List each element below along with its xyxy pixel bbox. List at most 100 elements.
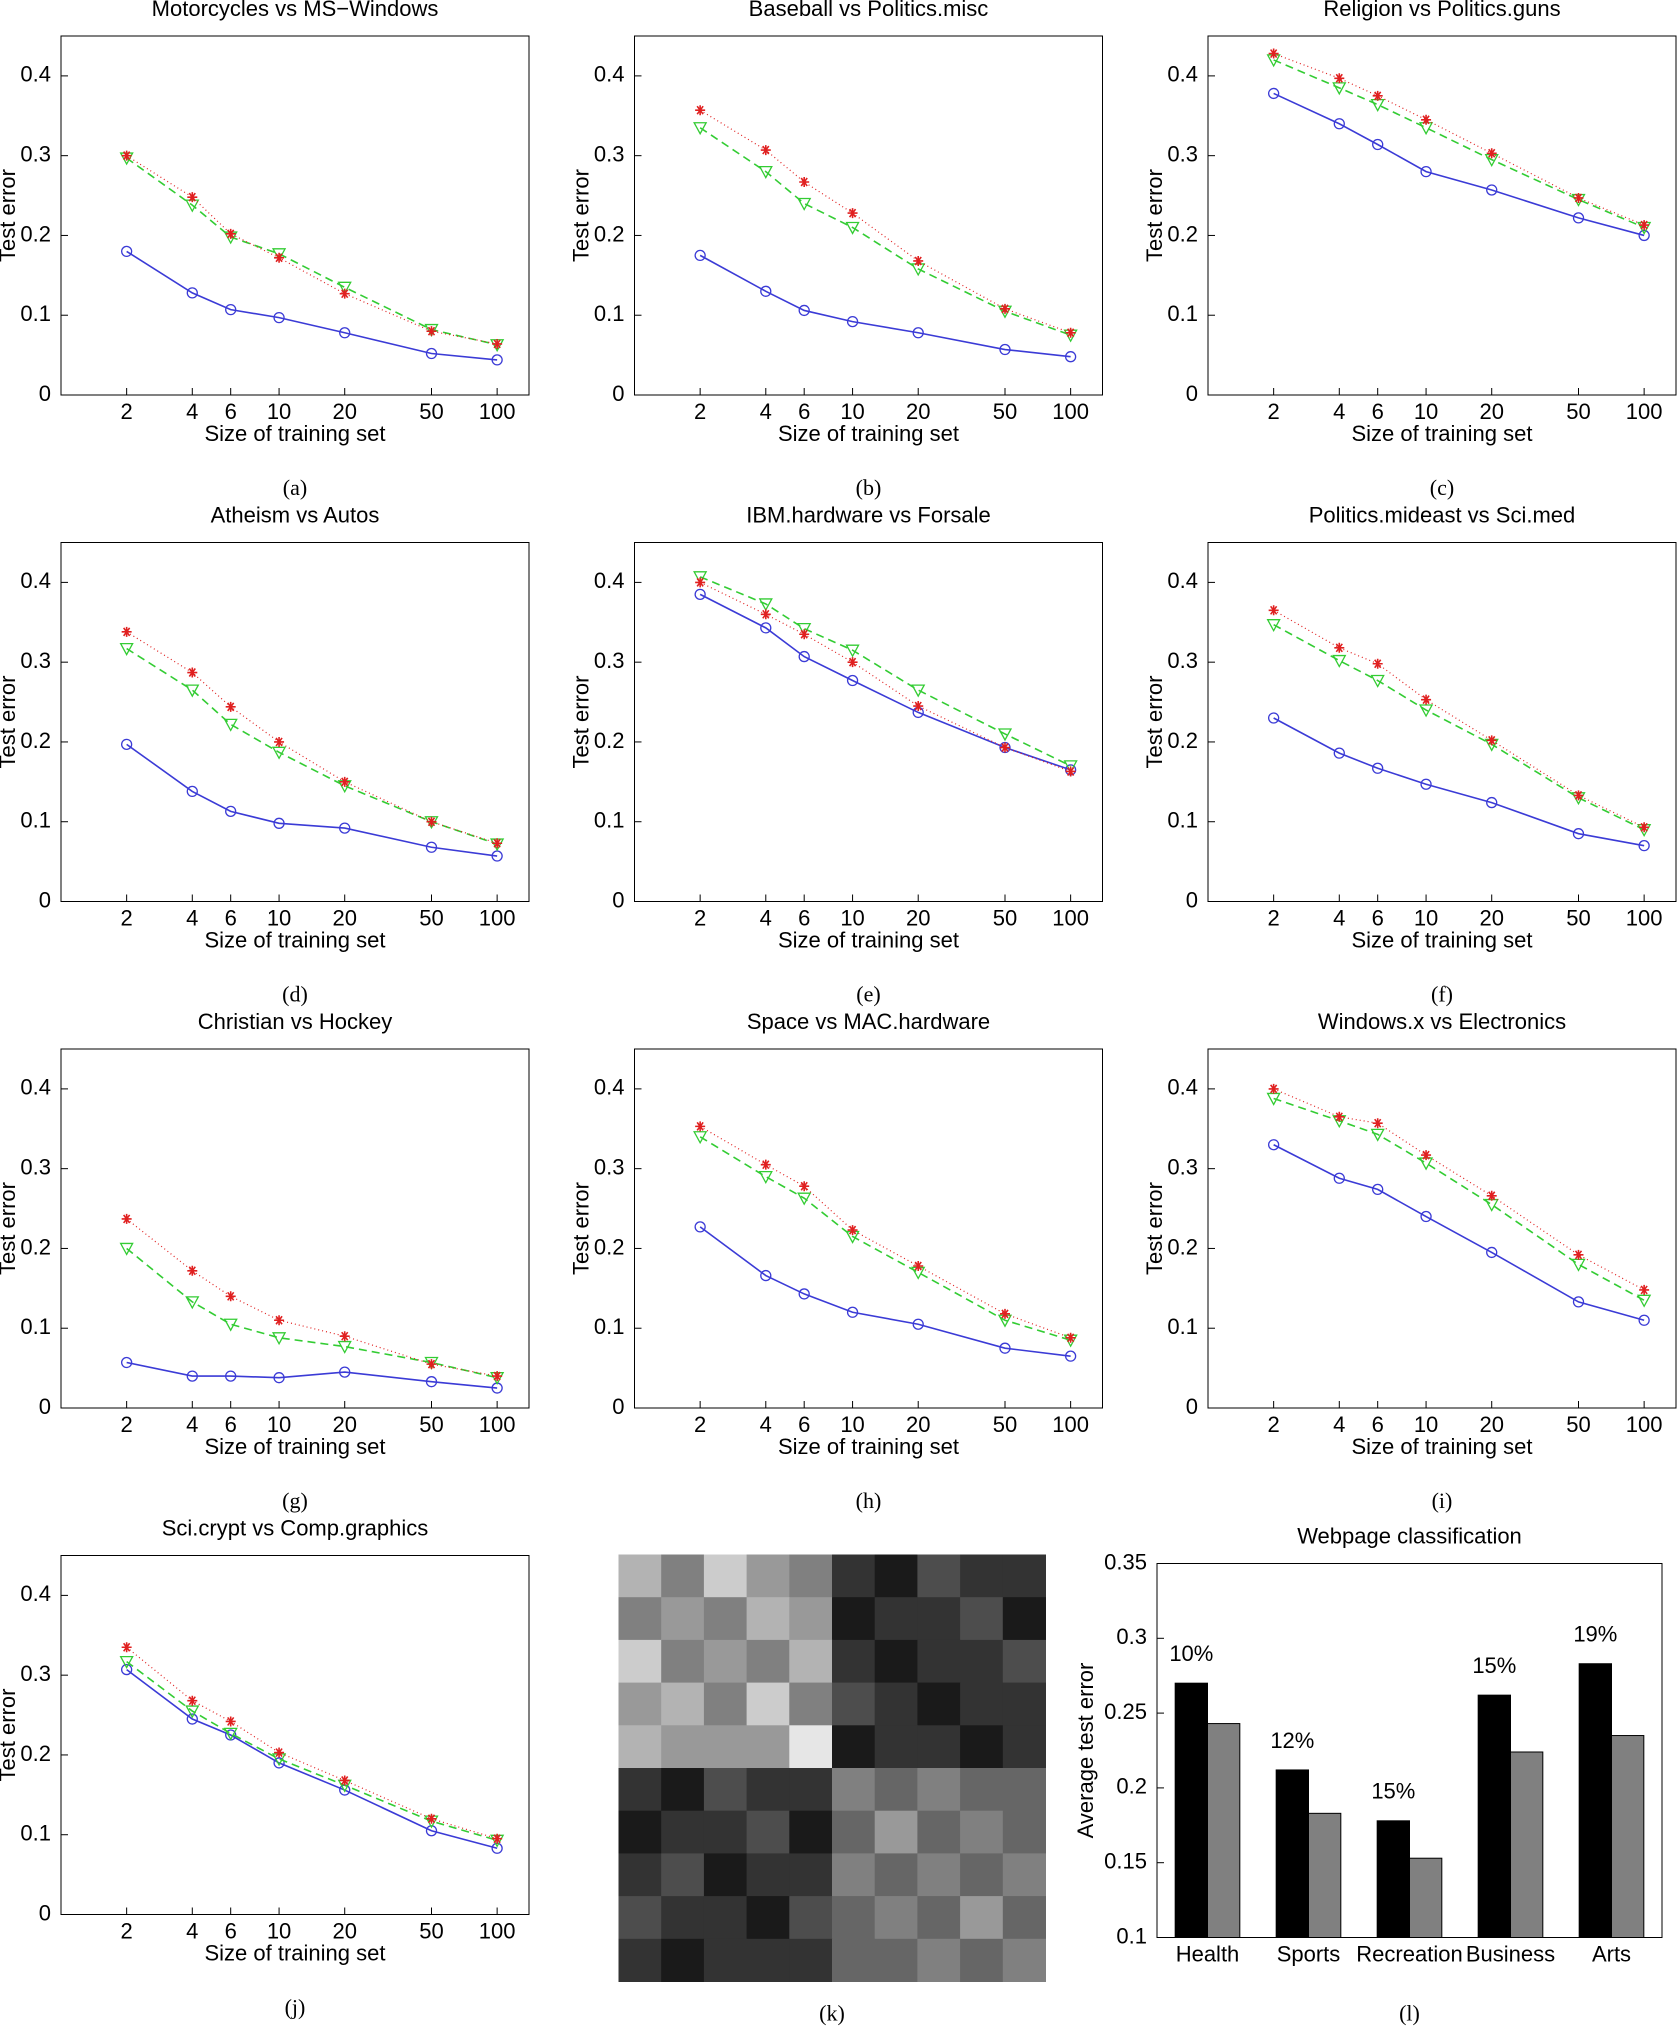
y-tick-label: 0.4 bbox=[20, 1581, 51, 1606]
point bbox=[798, 304, 810, 317]
heat-cell bbox=[703, 1853, 748, 1897]
x-axis-label: Size of training set bbox=[205, 1940, 386, 1965]
point bbox=[1370, 1128, 1385, 1142]
caption: (k) bbox=[819, 2001, 845, 2026]
point bbox=[120, 738, 133, 750]
point bbox=[1420, 778, 1432, 790]
heat-cell bbox=[960, 1896, 1004, 1940]
point bbox=[1333, 747, 1345, 759]
y-tick-label: 0.2 bbox=[1116, 1774, 1147, 1799]
heat-cell bbox=[661, 1682, 705, 1726]
heat-cell bbox=[789, 1853, 833, 1897]
point bbox=[187, 667, 198, 678]
point bbox=[798, 650, 810, 663]
point bbox=[913, 701, 924, 712]
y-tick-label: 0 bbox=[1186, 381, 1198, 406]
heat-cell bbox=[1002, 1896, 1046, 1940]
heat-cell bbox=[960, 1597, 1004, 1641]
x-tick-label: 50 bbox=[419, 905, 443, 930]
series-line bbox=[699, 593, 1071, 771]
heat-cell bbox=[661, 1896, 705, 1940]
y-tick-label: 0.2 bbox=[20, 1234, 51, 1259]
heat-cell bbox=[1002, 1725, 1046, 1769]
y-tick-label: 0.3 bbox=[20, 1661, 51, 1686]
heat-cell bbox=[960, 1682, 1004, 1726]
point bbox=[339, 1366, 351, 1378]
heat-cell bbox=[703, 1682, 748, 1726]
series-line bbox=[126, 157, 498, 346]
y-tick-label: 0.3 bbox=[1167, 648, 1198, 673]
point bbox=[694, 249, 706, 262]
heat-cell bbox=[746, 1853, 790, 1897]
bar bbox=[1477, 1694, 1512, 1938]
point bbox=[274, 736, 285, 747]
x-tick-label: Arts bbox=[1592, 1941, 1631, 1966]
series-line bbox=[126, 250, 498, 361]
x-tick-label: 100 bbox=[479, 1918, 516, 1943]
heat-cell bbox=[874, 1938, 918, 1982]
x-tick-label: 20 bbox=[332, 905, 356, 930]
heat-cell bbox=[917, 1853, 961, 1897]
point bbox=[186, 1370, 198, 1382]
heat-cell bbox=[917, 1810, 961, 1854]
y-tick-label: 0 bbox=[39, 1900, 51, 1925]
series-line bbox=[126, 1668, 498, 1850]
heat-cell bbox=[746, 1597, 790, 1641]
y-tick-label: 0.1 bbox=[594, 1314, 625, 1339]
series-line bbox=[699, 1226, 1071, 1357]
heat-cell bbox=[661, 1639, 705, 1684]
point bbox=[1334, 1111, 1345, 1122]
heat-cell bbox=[832, 1682, 876, 1726]
bar bbox=[1409, 1857, 1443, 1939]
x-tick-label: 10 bbox=[840, 1412, 864, 1437]
x-axis-label: Size of training set bbox=[1352, 1434, 1533, 1459]
heat-cell bbox=[789, 1896, 833, 1940]
point bbox=[119, 1242, 134, 1256]
point bbox=[274, 252, 285, 263]
point bbox=[185, 1296, 200, 1310]
point bbox=[186, 785, 198, 798]
x-tick-label: 4 bbox=[186, 905, 198, 930]
x-tick-label: 50 bbox=[1566, 399, 1590, 424]
point bbox=[1267, 1139, 1280, 1151]
y-axis-label: Test error bbox=[1142, 1182, 1167, 1275]
x-tick-label: 6 bbox=[798, 905, 810, 930]
x-tick-label: 100 bbox=[1052, 399, 1089, 424]
x-tick-label: 10 bbox=[267, 399, 291, 424]
heat-cell bbox=[703, 1938, 748, 1982]
x-axis-label: Size of training set bbox=[778, 1434, 959, 1459]
heat-cell bbox=[703, 1768, 748, 1812]
y-tick-label: 0.2 bbox=[1167, 221, 1198, 246]
heat-cell bbox=[1002, 1853, 1046, 1897]
x-tick-label: 2 bbox=[694, 399, 706, 424]
bar bbox=[1611, 1735, 1645, 1939]
heat-cell bbox=[832, 1810, 876, 1854]
heat-cell bbox=[661, 1810, 705, 1854]
point bbox=[847, 1225, 858, 1236]
x-tick-label: 50 bbox=[419, 1918, 443, 1943]
point bbox=[492, 338, 503, 349]
plot-frame bbox=[634, 1048, 1103, 1409]
point bbox=[1268, 605, 1279, 616]
bar bbox=[1275, 1769, 1310, 1938]
x-axis-label: Size of training set bbox=[205, 1434, 386, 1459]
y-tick-label: 0.3 bbox=[20, 648, 51, 673]
heat-cell bbox=[746, 1810, 790, 1854]
point bbox=[846, 315, 859, 328]
point bbox=[1372, 762, 1384, 774]
y-tick-label: 0.4 bbox=[20, 62, 51, 87]
point bbox=[1372, 658, 1383, 669]
point bbox=[1420, 165, 1432, 178]
x-tick-label: 4 bbox=[186, 1918, 198, 1943]
y-tick-label: 0 bbox=[612, 381, 624, 406]
point bbox=[695, 1121, 706, 1132]
series-line bbox=[126, 1660, 498, 1842]
point bbox=[426, 1359, 437, 1370]
bar bbox=[1207, 1723, 1241, 1939]
point bbox=[912, 327, 924, 339]
series-line bbox=[699, 1136, 1071, 1341]
x-tick-label: 6 bbox=[225, 1918, 237, 1943]
y-tick-label: 0.2 bbox=[20, 1741, 51, 1766]
x-tick-label: 6 bbox=[1372, 1412, 1384, 1437]
